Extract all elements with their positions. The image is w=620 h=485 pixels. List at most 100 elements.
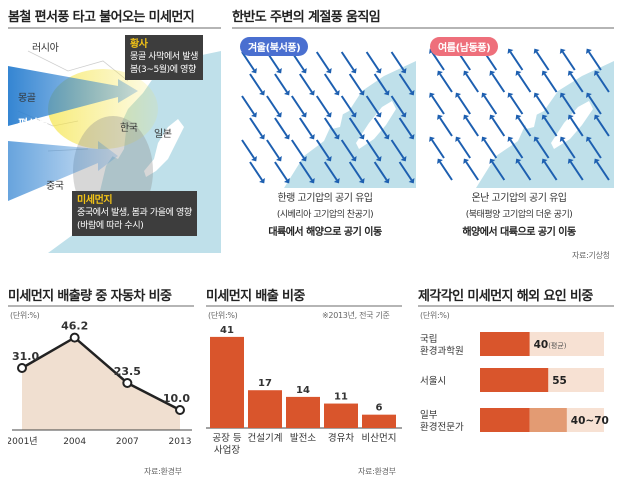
wind-arrow-head [586, 92, 592, 98]
wind-arrow [586, 48, 602, 71]
wind-arrow-shaft [465, 117, 479, 137]
wind-arrow-shaft [299, 73, 313, 93]
wind-arrow [507, 92, 524, 115]
wind-arrow-head [284, 90, 290, 96]
wind-arrow [348, 117, 365, 140]
fine-dust-callout: 미세먼지 중국에서 발생, 봄과 가을에 영향 (바람에 따라 수시) [72, 191, 197, 236]
wind-arrow-shaft [483, 139, 498, 159]
car-share-area [22, 337, 180, 430]
y-tick-label: 국립 [420, 333, 437, 345]
bar [324, 403, 358, 428]
wind-arrow-shaft [323, 73, 338, 93]
x-tick-label: 2013 [169, 437, 192, 447]
wind-arrow-shaft [543, 161, 558, 181]
wind-arrow-shaft [241, 139, 255, 159]
wind-arrow-head [300, 68, 307, 74]
wind-arrow-head [408, 90, 415, 96]
wind-arrow-head [333, 134, 340, 140]
wind-arrow-head [251, 68, 257, 74]
wind-arrow-shaft [241, 51, 255, 71]
data-label: 14 [296, 385, 310, 396]
bar [210, 336, 244, 428]
wind-arrow [249, 73, 265, 96]
wind-arrow-shaft [465, 73, 479, 93]
wind-arrow-head [437, 114, 443, 120]
label-china: 중국 [46, 181, 64, 192]
wind-arrow-head [515, 158, 522, 164]
wind-arrow-shaft [291, 139, 305, 159]
wind-arrow [507, 136, 524, 159]
label-russia: 러시아 [32, 43, 59, 54]
wind-arrow-shaft [323, 161, 338, 181]
wind-arrow-head [383, 178, 390, 184]
wind-arrow-shaft [365, 139, 380, 159]
wind-arrow-head [559, 48, 566, 54]
bar [248, 390, 282, 428]
wind-arrow [455, 92, 471, 115]
wind-arrow [274, 117, 290, 140]
westerly-arrow-upper [8, 66, 138, 126]
wind-arrow-head [284, 178, 290, 184]
wind-arrow-shaft [348, 161, 363, 181]
wind-arrow-head [507, 48, 514, 54]
wind-arrow-head [541, 70, 548, 76]
wind-arrow-head [308, 178, 315, 184]
wind-arrow [398, 117, 415, 140]
data-label: 40~70 [571, 415, 609, 427]
data-label: 23.5 [114, 365, 141, 378]
wind-arrow-shaft [431, 51, 445, 71]
wind-arrow [390, 95, 407, 118]
wind-arrow-shaft [491, 117, 506, 137]
data-label: 17 [258, 378, 272, 389]
yellow-dust-line2: 봄(3~5월)에 영향 [130, 65, 196, 75]
wind-arrow-head [408, 178, 415, 184]
summer-caption-line3: 해양에서 대륙으로 공기 이동 [462, 227, 576, 238]
wind-arrow-head [567, 114, 574, 120]
wind-arrow [249, 161, 265, 184]
wind-arrow-shaft [596, 117, 610, 137]
divider [8, 305, 194, 307]
wind-arrow [291, 95, 307, 118]
wind-arrow [299, 117, 315, 140]
wind-arrow-shaft [249, 161, 263, 181]
x-tick-label: 경유차 [328, 432, 354, 444]
wind-arrow-shaft [561, 95, 576, 115]
wind-arrow-shaft [439, 73, 453, 93]
car-share-source: 자료:환경부 [144, 467, 182, 476]
wind-arrow-shaft [315, 139, 330, 159]
wind-arrow [437, 158, 453, 181]
wind-arrow [249, 117, 265, 140]
wind-arrow-head [284, 134, 290, 140]
winter-tag: 겨울(북서풍) [240, 37, 309, 56]
y-tick-label: 서울시 [420, 376, 446, 387]
wind-arrow-shaft [373, 117, 388, 137]
wind-arrow-shaft [340, 139, 355, 159]
summer-caption-line1: 온난 고기압의 공기 유입 [471, 193, 567, 204]
bar [286, 396, 320, 428]
wind-arrow-head [489, 158, 496, 164]
wind-arrow-shaft [535, 139, 550, 159]
wind-arrow [299, 161, 315, 184]
wind-arrow-shaft [274, 161, 288, 181]
data-label: 41 [220, 325, 234, 336]
wind-arrow-shaft [315, 95, 330, 115]
data-label: 10.0 [163, 392, 190, 405]
wind-arrow-shaft [299, 161, 313, 181]
wind-arrow-shaft [517, 73, 532, 93]
wind-arrow [594, 158, 610, 181]
wind-arrow-head [463, 70, 470, 76]
wind-arrow [348, 73, 365, 96]
wind-arrow-shaft [509, 51, 524, 71]
wind-arrow-head [400, 68, 407, 74]
wind-arrow [541, 70, 558, 93]
wind-arrow-shaft [596, 161, 610, 181]
wind-arrow-shaft [457, 95, 471, 115]
wind-arrow [340, 95, 357, 118]
wind-arrow-shaft [299, 117, 313, 137]
car-share-title: 미세먼지 배출량 중 자동차 비중 [8, 289, 172, 304]
wind-arrow-shaft [509, 95, 524, 115]
wind-arrow [559, 92, 576, 115]
wind-arrow-head [300, 112, 307, 118]
wind-arrow [437, 114, 453, 137]
wind-arrow-shaft [491, 73, 506, 93]
